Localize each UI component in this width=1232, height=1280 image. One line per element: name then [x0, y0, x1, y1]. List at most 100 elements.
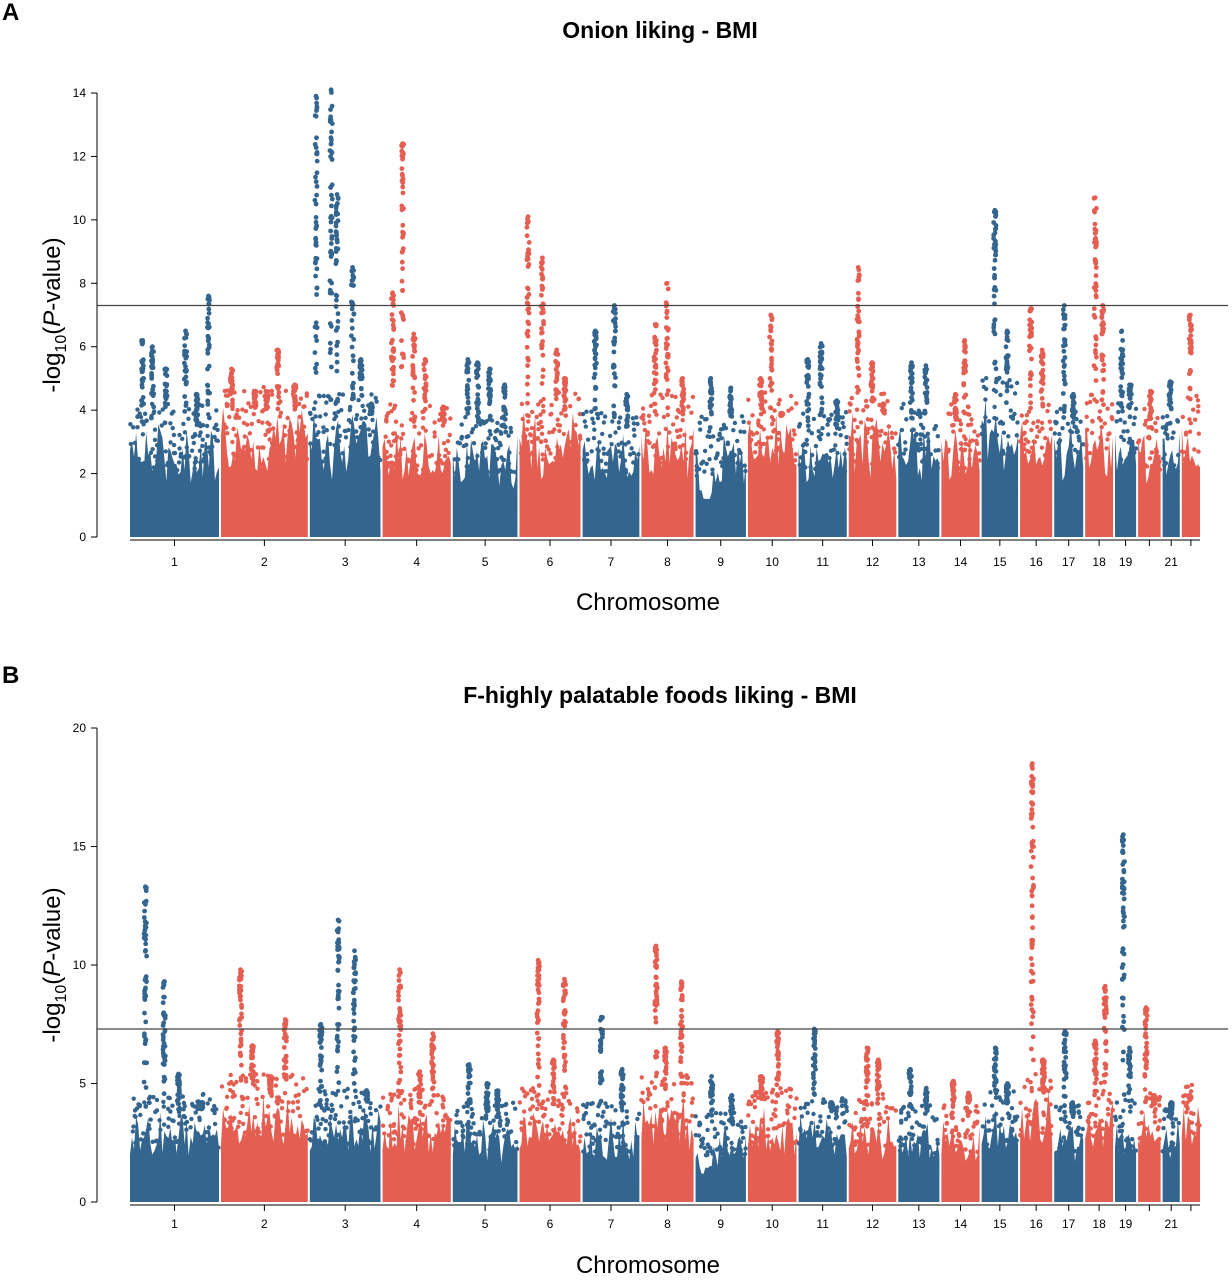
snp-point [233, 415, 238, 420]
peak-point [400, 141, 405, 147]
snp-point [1142, 406, 1147, 412]
snp-point [500, 472, 506, 478]
snp-point [293, 1093, 298, 1099]
snp-point [468, 1125, 474, 1130]
chromosome-7-points [581, 1014, 642, 1202]
snp-point [440, 1102, 445, 1107]
snp-point [1004, 381, 1010, 386]
snp-point [969, 417, 974, 422]
snp-point [1093, 244, 1098, 250]
snp-point [584, 1132, 589, 1137]
snp-point [1118, 417, 1123, 423]
snp-point [410, 385, 416, 391]
snp-point [503, 1111, 509, 1116]
snp-point [561, 431, 566, 437]
snp-point [775, 437, 781, 442]
snp-point [486, 436, 491, 441]
snp-point [1008, 408, 1013, 413]
snp-point [247, 431, 253, 436]
snp-point [1093, 454, 1098, 459]
snp-point [206, 336, 212, 342]
snp-point [430, 1064, 436, 1070]
snp-point [664, 377, 670, 382]
snp-point [1029, 356, 1034, 362]
snp-point [769, 388, 775, 393]
snp-point [598, 1098, 604, 1104]
snp-point [201, 459, 206, 464]
snp-point [409, 1097, 414, 1103]
snp-point [486, 377, 491, 383]
snp-point [723, 1143, 729, 1148]
snp-point [689, 1100, 695, 1105]
chromosome-17-points [1052, 303, 1086, 537]
snp-point [721, 464, 726, 469]
snp-point [477, 1129, 482, 1135]
snp-point [335, 311, 341, 317]
snp-point [707, 399, 713, 404]
snp-point [465, 395, 471, 400]
snp-point [521, 434, 526, 439]
snp-point [603, 1124, 608, 1129]
snp-point [879, 391, 884, 397]
snp-point [1029, 333, 1034, 339]
chromosome-band [641, 423, 694, 537]
snp-point [525, 392, 530, 397]
snp-point [245, 422, 250, 427]
snp-point [1094, 354, 1099, 360]
snp-point [133, 1114, 138, 1119]
snp-point [310, 416, 315, 422]
snp-point [469, 1114, 474, 1119]
snp-point [864, 404, 869, 409]
snp-point [592, 356, 598, 362]
snp-point [664, 310, 670, 316]
snp-point [708, 1100, 714, 1106]
snp-point [1195, 398, 1201, 403]
snp-point [1118, 403, 1124, 408]
snp-point [334, 343, 340, 349]
snp-point [488, 1143, 493, 1148]
peak-point [869, 360, 875, 365]
snp-point [212, 434, 217, 440]
chromosome-band [519, 1112, 581, 1202]
snp-point [184, 368, 189, 374]
snp-point [1061, 369, 1066, 375]
snp-point [466, 1134, 472, 1140]
snp-point [563, 1084, 568, 1090]
snp-point [339, 1104, 344, 1109]
snp-point [698, 427, 703, 432]
snp-point [266, 456, 272, 462]
snp-point [648, 403, 654, 409]
snp-point [779, 1090, 784, 1095]
snp-point [811, 1111, 816, 1117]
snp-point [315, 446, 320, 451]
snp-point [335, 1044, 341, 1049]
chromosome-band [1181, 426, 1200, 537]
snp-point [665, 412, 670, 418]
snp-point [551, 1075, 557, 1081]
snp-point [538, 264, 544, 270]
snp-point [656, 431, 662, 436]
snp-point [197, 1115, 202, 1120]
snp-point [471, 1121, 476, 1126]
snp-point [808, 465, 813, 470]
snp-point [1105, 437, 1110, 442]
chromosome-band [798, 1113, 847, 1202]
snp-point [1084, 456, 1089, 461]
snp-point [254, 1096, 259, 1102]
snp-point [165, 463, 170, 468]
snp-point [729, 1100, 734, 1106]
snp-point [678, 1059, 684, 1065]
chromosome-18-points [1084, 195, 1115, 537]
snp-point [149, 354, 155, 359]
snp-point [535, 1074, 540, 1080]
snp-point [351, 1049, 356, 1055]
snp-point [809, 1099, 815, 1104]
snp-point [359, 1128, 364, 1133]
snp-point [585, 1101, 590, 1106]
snp-point [491, 1118, 496, 1123]
snp-point [694, 463, 699, 469]
snp-point [582, 419, 587, 424]
snp-point [1028, 400, 1034, 406]
snp-point [334, 368, 340, 374]
snp-point [1069, 443, 1074, 448]
